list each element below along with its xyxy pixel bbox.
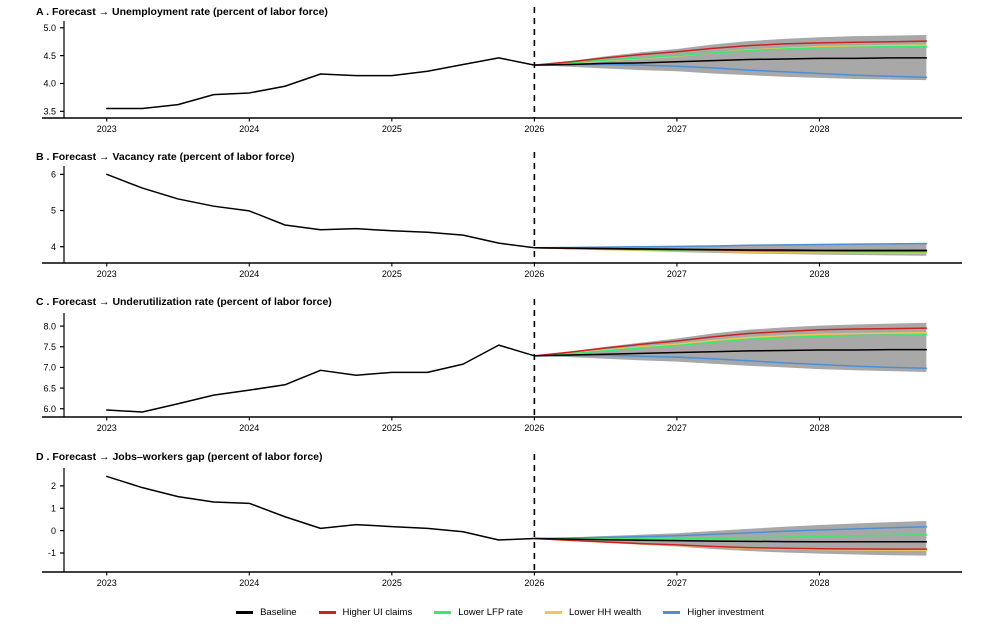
- legend-item-baseline[interactable]: Baseline: [236, 607, 297, 618]
- y-tick-label: 6: [51, 170, 56, 180]
- series-line-higher-investment: [533, 354, 928, 369]
- y-tick-label: 7.5: [43, 342, 56, 352]
- plot-area: 4 5 6 2023 2024 2025 2026 2027 2028: [42, 152, 962, 279]
- series-line-higher-investment: [533, 526, 928, 540]
- series-line-lower-lfp-rate: [533, 45, 928, 66]
- legend-item-higher-investment[interactable]: Higher investment: [663, 607, 764, 618]
- y-tick-label: -1: [48, 548, 56, 558]
- x-tick-label: 2026: [524, 124, 544, 134]
- x-tick-label: 2023: [97, 269, 117, 279]
- chart-panel-c: C . Forecast → Underutilization rate (pe…: [0, 290, 1000, 445]
- x-tick-label: 2026: [524, 423, 544, 433]
- x-tick-label: 2027: [667, 269, 687, 279]
- legend-line-swatch-icon: [236, 611, 254, 614]
- legend-label: Higher investment: [687, 607, 764, 618]
- series-line-lower-lfp-rate: [533, 534, 928, 540]
- series-line-lower-lfp-rate: [533, 334, 928, 357]
- history-line: [106, 344, 536, 413]
- legend-label: Lower HH wealth: [569, 607, 642, 618]
- x-tick-label: 2028: [809, 578, 829, 588]
- series-line-higher-ui-claims: [533, 537, 928, 550]
- plot-area: 6.0 6.5 7.0 7.5 8.0 2023 2024 2025 2026 2027 2028: [42, 299, 962, 433]
- legend-label: Lower LFP rate: [458, 607, 523, 618]
- x-tick-label: 2025: [382, 269, 402, 279]
- panel-title: B . Forecast → Vacancy rate (percent of …: [36, 151, 295, 163]
- series-line-baseline: [533, 247, 928, 252]
- x-tick-label: 2028: [809, 124, 829, 134]
- y-tick-label: 5: [51, 206, 56, 216]
- series-line-higher-investment: [533, 242, 928, 249]
- y-tick-label: 1: [51, 503, 56, 513]
- series-line-lower-hh-wealth: [533, 331, 928, 357]
- series-line-higher-investment: [533, 63, 928, 79]
- series-line-higher-ui-claims: [533, 40, 928, 66]
- x-tick-label: 2025: [382, 578, 402, 588]
- history-line: [106, 173, 536, 249]
- x-tick-label: 2024: [239, 269, 259, 279]
- legend-item-lower-hh-wealth[interactable]: Lower HH wealth: [545, 607, 641, 618]
- x-tick-label: 2028: [809, 269, 829, 279]
- legend-item-lower-lfp-rate[interactable]: Lower LFP rate: [434, 607, 523, 618]
- x-tick-label: 2025: [382, 124, 402, 134]
- series-line-baseline: [533, 57, 928, 66]
- y-tick-label: 4: [51, 242, 56, 252]
- panel-title: C . Forecast → Underutilization rate (pe…: [36, 296, 332, 308]
- chart-legend: Baseline Higher UI claims Lower LFP rate Lo…: [0, 600, 1000, 625]
- y-tick-label: 6.5: [43, 383, 56, 393]
- y-tick-label: 4.5: [43, 51, 56, 61]
- plot-area: -1 0 1 2 2023 2024 2025 2026 2027 2028: [42, 454, 962, 588]
- legend-line-swatch-icon: [318, 611, 336, 614]
- x-tick-label: 2027: [667, 423, 687, 433]
- y-tick-label: 7.0: [43, 363, 56, 373]
- y-tick-label: 8.0: [43, 321, 56, 331]
- x-tick-label: 2024: [239, 578, 259, 588]
- legend-line-swatch-icon: [545, 611, 562, 614]
- legend-label: Baseline: [260, 607, 297, 618]
- y-tick-label: 2: [51, 481, 56, 491]
- history-line: [106, 57, 536, 110]
- panel-title: D . Forecast → Jobs–workers gap (percent…: [36, 451, 323, 463]
- y-tick-label: 4.0: [43, 79, 56, 89]
- x-tick-label: 2023: [97, 578, 117, 588]
- series-line-baseline: [533, 537, 928, 543]
- x-tick-label: 2024: [239, 124, 259, 134]
- x-tick-label: 2027: [667, 578, 687, 588]
- chart-panel-a: A . Forecast → Unemployment rate (percen…: [0, 0, 1000, 145]
- panel-title: A . Forecast → Unemployment rate (percen…: [36, 6, 328, 18]
- legend-line-swatch-icon: [434, 611, 452, 614]
- series-line-higher-ui-claims: [533, 327, 928, 357]
- chart-panel-b: B . Forecast → Vacancy rate (percent of …: [0, 145, 1000, 290]
- legend-label: Higher UI claims: [342, 607, 413, 618]
- chart-panel-d: D . Forecast → Jobs–workers gap (percent…: [0, 445, 1000, 600]
- x-tick-label: 2026: [524, 269, 544, 279]
- x-tick-label: 2024: [239, 423, 259, 433]
- legend-item-higher-ui-claims[interactable]: Higher UI claims: [318, 607, 413, 618]
- uncertainty-band: [534, 322, 927, 372]
- x-tick-label: 2028: [809, 423, 829, 433]
- history-line: [106, 475, 536, 541]
- plot-area: 3.5 4.0 4.5 5.0 2023 2024 2025 2026 2027 2028: [42, 7, 962, 134]
- y-tick-label: 3.5: [43, 107, 56, 117]
- x-tick-label: 2023: [97, 124, 117, 134]
- y-tick-label: 6.0: [43, 404, 56, 414]
- y-tick-label: 5.0: [43, 23, 56, 33]
- x-tick-label: 2025: [382, 423, 402, 433]
- series-line-baseline: [533, 348, 928, 357]
- x-tick-label: 2027: [667, 124, 687, 134]
- x-tick-label: 2026: [524, 578, 544, 588]
- y-tick-label: 0: [51, 526, 56, 536]
- legend-line-swatch-icon: [663, 611, 681, 614]
- x-tick-label: 2023: [97, 423, 117, 433]
